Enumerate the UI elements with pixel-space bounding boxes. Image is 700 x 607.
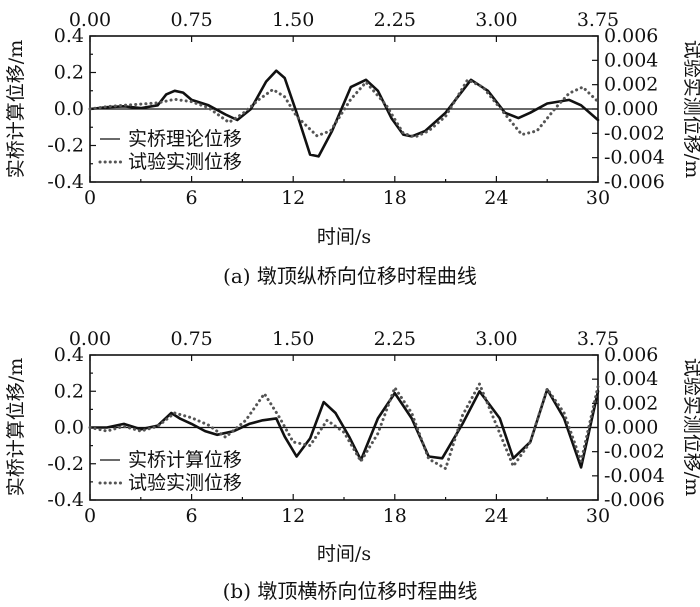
legend: 实桥理论位移 试验实测位移 (98, 128, 242, 173)
legend-series-2-label: 试验实测位移 (128, 151, 242, 173)
caption: (a) 墩顶纵桥向位移时程曲线 (223, 264, 477, 288)
x-tick-label: 18 (383, 187, 407, 209)
y-right-tick-label: -0.002 (604, 122, 665, 144)
x-tick-label: 12 (281, 187, 305, 209)
x-axis-label: 时间/s (317, 543, 371, 565)
y-right-axis-label: 试验实测位移/m (681, 40, 700, 178)
y-left-tick-label: 0.2 (54, 380, 84, 402)
x-top-tick-label: 3.00 (475, 9, 517, 31)
y-right-tick-label: 0.002 (604, 74, 658, 96)
x-top-tick-label: 2.25 (374, 328, 416, 350)
y-right-tick-label: 0.000 (604, 417, 658, 439)
y-right-tick-label: -0.006 (604, 489, 665, 511)
x-top-tick-label: 0.75 (170, 9, 212, 31)
y-left-tick-label: 0.0 (54, 98, 84, 120)
legend: 实桥计算位移 试验实测位移 (98, 449, 242, 494)
y-left-tick-label: -0.4 (47, 171, 84, 193)
y-right-tick-label: 0.004 (604, 368, 658, 390)
y-left-axis-label: 实桥计算位移/m (5, 40, 27, 178)
y-right-tick-label: -0.006 (604, 171, 665, 193)
y-left-tick-label: 0.2 (54, 62, 84, 84)
y-right-tick-label: 0.004 (604, 49, 658, 71)
y-left-axis-label: 实桥计算位移/m (5, 358, 27, 496)
y-right-tick-label: 0.000 (604, 98, 658, 120)
tick-labels: 0 6 12 18 24 30 0.00 0.75 1.50 2.25 3.00 3.75 -0.4 -0… (47, 328, 664, 527)
y-left-tick-label: -0.2 (47, 135, 84, 157)
x-top-tick-label: 3.75 (577, 328, 619, 350)
x-tick-label: 24 (484, 505, 508, 527)
y-left-tick-label: 0.4 (54, 344, 84, 366)
x-top-tick-label: 3.00 (475, 328, 517, 350)
y-right-axis-label: 试验实测位移/m (681, 358, 700, 496)
panel-a: 0 6 12 18 24 30 0.00 0.75 1.50 2.25 3.00 3.75 -0.4 -0… (5, 9, 700, 288)
x-top-tick-label: 0.75 (170, 328, 212, 350)
legend-series-1-label: 实桥计算位移 (128, 449, 242, 471)
y-left-tick-label: 0.0 (54, 417, 84, 439)
series (88, 382, 600, 471)
panel-b: 0 6 12 18 24 30 0.00 0.75 1.50 2.25 3.00 3.75 -0.4 -0… (5, 328, 700, 603)
ticks (89, 35, 599, 183)
series (88, 69, 600, 158)
x-top-tick-label: 1.50 (272, 9, 314, 31)
y-right-tick-label: 0.006 (604, 25, 658, 47)
caption: (b) 墩顶横桥向位移时程曲线 (223, 579, 478, 603)
x-tick-label: 0 (84, 187, 96, 209)
x-tick-label: 30 (586, 187, 610, 209)
x-tick-label: 12 (281, 505, 305, 527)
y-right-tick-label: -0.004 (604, 465, 665, 487)
x-tick-label: 0 (84, 505, 96, 527)
x-tick-label: 30 (586, 505, 610, 527)
y-left-tick-label: -0.4 (47, 489, 84, 511)
y-left-tick-label: -0.2 (47, 453, 84, 475)
x-axis-label: 时间/s (317, 226, 371, 248)
series-dotted-line (88, 382, 600, 471)
series-dotted-line (88, 78, 600, 139)
x-top-tick-label: 0.00 (69, 328, 111, 350)
x-tick-label: 24 (484, 187, 508, 209)
y-right-tick-label: 0.002 (604, 392, 658, 414)
series-solid-line (88, 388, 600, 469)
x-tick-label: 6 (186, 187, 198, 209)
legend-series-1-label: 实桥理论位移 (128, 128, 242, 150)
legend-series-2-label: 试验实测位移 (128, 472, 242, 494)
y-left-tick-label: 0.4 (54, 25, 84, 47)
x-top-tick-label: 2.25 (374, 9, 416, 31)
tick-labels: 0 6 12 18 24 30 0.00 0.75 1.50 2.25 3.00 3.75 -0.4 -0… (47, 9, 664, 209)
y-right-tick-label: -0.004 (604, 147, 665, 169)
x-top-tick-label: 3.75 (577, 9, 619, 31)
x-top-tick-label: 0.00 (69, 9, 111, 31)
x-top-tick-label: 1.50 (272, 328, 314, 350)
x-tick-label: 18 (383, 505, 407, 527)
x-tick-label: 6 (186, 505, 198, 527)
y-right-tick-label: -0.002 (604, 441, 665, 463)
y-right-tick-label: 0.006 (604, 344, 658, 366)
